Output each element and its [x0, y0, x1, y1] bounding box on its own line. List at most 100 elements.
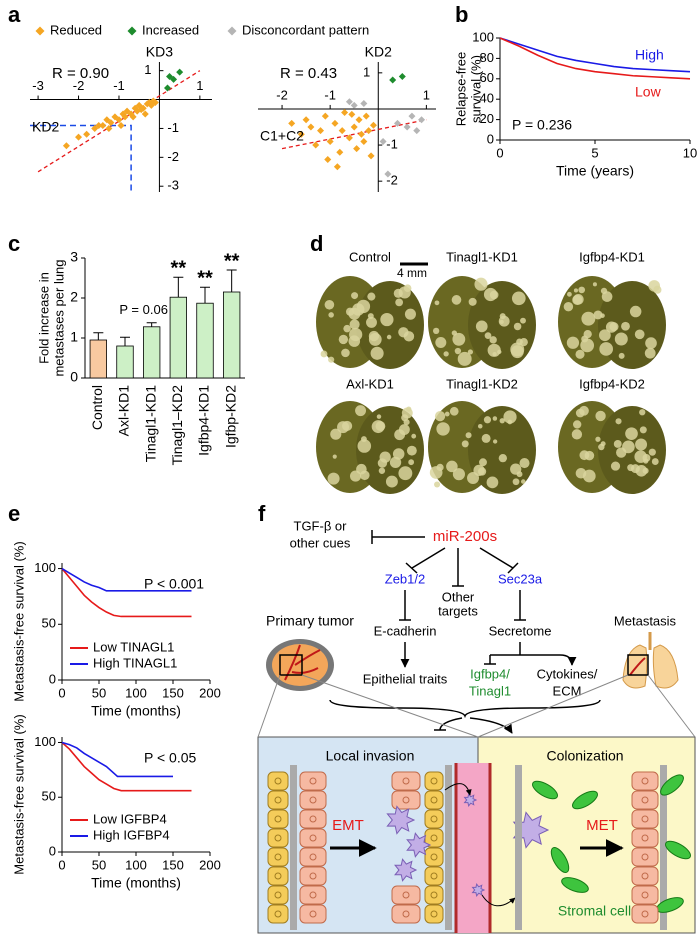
- y-tick-label: 80: [480, 50, 494, 65]
- nodule: [436, 422, 450, 436]
- x-tick-label: 0: [496, 145, 503, 160]
- nodule: [629, 305, 642, 318]
- significance-label: **: [171, 257, 187, 279]
- cell: [299, 866, 327, 886]
- nodule: [356, 299, 371, 314]
- nodule: [579, 450, 590, 461]
- panel-label: e: [8, 501, 20, 526]
- nodule: [436, 463, 444, 471]
- cell: [424, 771, 444, 791]
- point: [166, 72, 174, 80]
- error-bar: [200, 286, 210, 304]
- annotation: R = 0.43: [280, 65, 337, 82]
- legend-label: Increased: [142, 22, 199, 37]
- point: [357, 130, 365, 138]
- nodule: [483, 416, 492, 424]
- nodule: [614, 332, 628, 346]
- nodule: [481, 433, 491, 443]
- nodule: [563, 302, 574, 312]
- nucleus: [274, 910, 282, 918]
- y-tick-label: -3: [167, 178, 179, 193]
- y-tick-label: 50: [42, 789, 56, 804]
- cell: [267, 847, 289, 867]
- x-tick-label: -2: [276, 87, 288, 102]
- significance-label: **: [224, 250, 240, 272]
- nodule: [386, 334, 392, 340]
- x-tick-label: Tinagl1–KD2: [169, 385, 185, 466]
- nucleus: [430, 834, 438, 842]
- nodule: [328, 312, 334, 318]
- nucleus: [274, 834, 282, 842]
- point: [75, 133, 83, 141]
- nodule: [498, 453, 508, 463]
- point: [307, 123, 315, 131]
- nodule: [630, 464, 640, 474]
- cell: [391, 790, 421, 810]
- nodule: [645, 337, 657, 349]
- y-axis-label: metastases per lung: [51, 259, 66, 376]
- nucleus: [274, 891, 282, 899]
- cell: [631, 790, 659, 810]
- diagram-text: Metastasis: [614, 613, 677, 628]
- x-axis-label: Time (months): [91, 875, 181, 891]
- y-tick-label: 60: [480, 70, 494, 85]
- point: [95, 122, 103, 130]
- nodule: [595, 436, 601, 442]
- nodule: [360, 436, 367, 442]
- cell: [267, 866, 289, 886]
- x-tick-label: -3: [32, 78, 44, 93]
- bar: [142, 326, 161, 379]
- cell: [631, 809, 659, 829]
- nodule: [575, 408, 585, 418]
- nodule: [580, 338, 595, 353]
- nodule: [634, 329, 645, 340]
- diagram-text: Epithelial traits: [363, 671, 448, 686]
- y-tick-label: 1: [363, 64, 370, 79]
- point: [418, 116, 426, 124]
- nucleus: [641, 777, 649, 785]
- point: [348, 110, 356, 118]
- nodule: [366, 316, 377, 328]
- nodule: [610, 461, 621, 471]
- diagram-text: Cytokines/: [537, 666, 598, 681]
- point: [345, 98, 353, 106]
- bar: [169, 296, 187, 379]
- cell: [631, 885, 659, 905]
- nodule: [351, 292, 359, 300]
- nodule: [411, 433, 417, 439]
- cell: [299, 885, 327, 905]
- y-tick-label: 100: [34, 734, 56, 749]
- point: [312, 141, 320, 149]
- nodule: [616, 447, 627, 458]
- x-tick-label: Igfbp-KD2: [222, 385, 238, 448]
- point: [326, 137, 334, 145]
- y-tick-label: 0: [487, 131, 494, 146]
- nodule: [583, 329, 592, 339]
- point: [389, 76, 397, 84]
- nodule: [510, 342, 525, 357]
- nodule: [581, 311, 596, 326]
- nodule: [639, 426, 647, 434]
- nodule: [567, 291, 572, 297]
- lung-photo: [428, 276, 536, 369]
- nodule: [519, 458, 530, 469]
- nodule: [434, 481, 441, 488]
- point: [341, 109, 349, 117]
- point: [413, 127, 421, 135]
- point: [105, 124, 113, 132]
- cell: [299, 847, 327, 867]
- point: [350, 101, 358, 109]
- cell: [424, 866, 444, 886]
- point: [62, 142, 70, 150]
- diagram-text: Local invasion: [326, 748, 415, 764]
- nucleus: [430, 815, 438, 823]
- nodule: [599, 342, 614, 356]
- membrane: [515, 765, 522, 930]
- x-tick-label: 50: [92, 685, 106, 700]
- point: [408, 112, 416, 120]
- migrating-cell: [386, 805, 416, 835]
- cell: [267, 885, 289, 905]
- stromal-cell: [660, 774, 684, 796]
- nucleus: [402, 910, 410, 918]
- y-axis-label: Metastasis-free survival (%): [11, 541, 26, 701]
